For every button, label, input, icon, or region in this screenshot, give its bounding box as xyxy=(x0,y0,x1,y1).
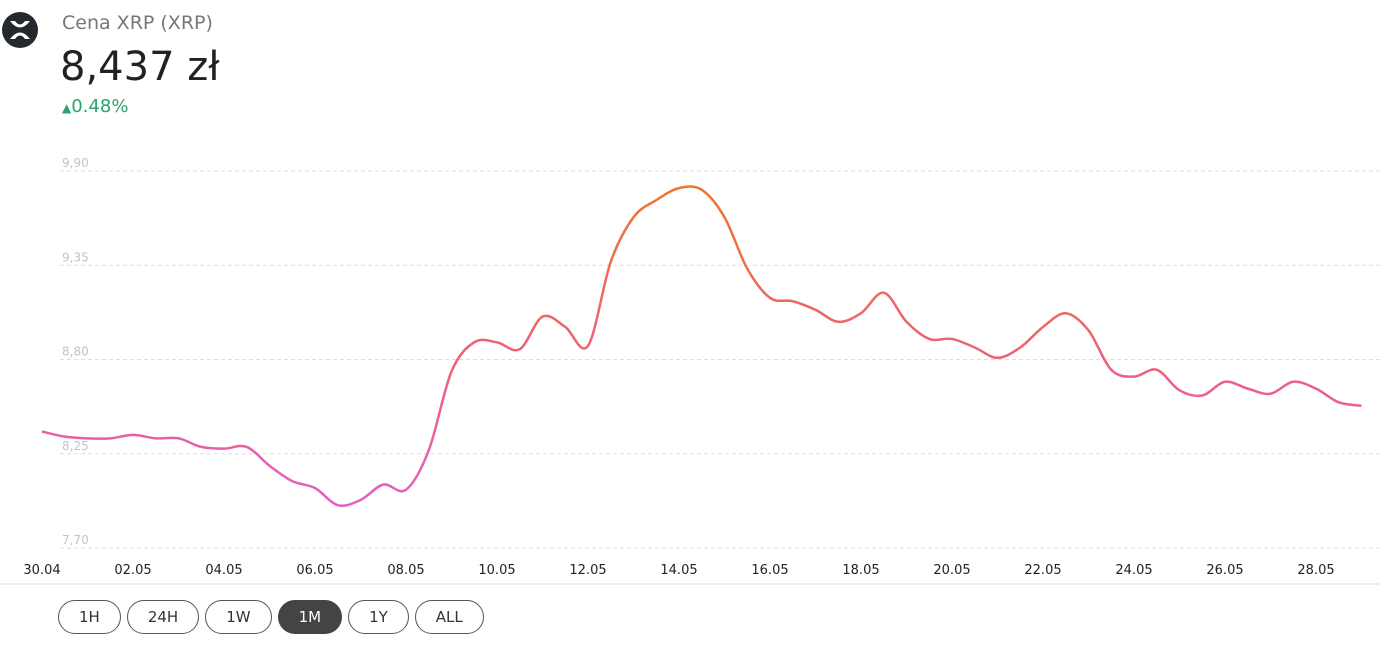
x-tick-label: 12.05 xyxy=(569,563,606,578)
range-buttons: 1H 24H 1W 1M 1Y ALL xyxy=(58,600,484,634)
price-line xyxy=(41,185,1362,507)
y-tick-label: 7,70 xyxy=(62,533,89,547)
range-button[interactable]: 1H xyxy=(58,600,121,634)
range-button[interactable]: 1Y xyxy=(348,600,409,634)
y-tick-label: 8,25 xyxy=(62,439,89,453)
x-tick-label: 30.04 xyxy=(23,563,60,578)
x-tick-label: 02.05 xyxy=(114,563,151,578)
x-tick-label: 18.05 xyxy=(842,563,879,578)
x-tick-label: 16.05 xyxy=(751,563,788,578)
range-button[interactable]: 24H xyxy=(126,600,200,634)
xrp-icon xyxy=(2,12,38,48)
x-tick-label: 14.05 xyxy=(660,563,697,578)
x-tick-label: 26.05 xyxy=(1206,563,1243,578)
x-tick-label: 06.05 xyxy=(296,563,333,578)
x-tick-label: 08.05 xyxy=(387,563,424,578)
x-tick-label: 28.05 xyxy=(1297,563,1334,578)
x-tick-label: 04.05 xyxy=(205,563,242,578)
x-tick-label: 20.05 xyxy=(933,563,970,578)
change-value: 0.48% xyxy=(71,96,129,117)
x-tick-label: 22.05 xyxy=(1024,563,1061,578)
range-button[interactable]: 1W xyxy=(205,600,272,634)
price: 8,437 zł xyxy=(60,44,220,90)
price-change: ▲0.48% xyxy=(62,96,129,117)
x-tick-label: 10.05 xyxy=(478,563,515,578)
y-tick-label: 8,80 xyxy=(62,345,89,359)
chart: 7,70 8,25 8,80 9,35 9,90 30.04 02.05 04.05 06.05… xyxy=(0,12,1380,585)
range-button[interactable]: ALL xyxy=(414,600,484,634)
title: Cena XRP (XRP) xyxy=(62,12,213,34)
range-button[interactable]: 1M xyxy=(277,600,343,634)
y-tick-label: 9,35 xyxy=(62,250,89,264)
y-tick-label: 9,90 xyxy=(62,156,89,170)
x-tick-label: 24.05 xyxy=(1115,563,1152,578)
